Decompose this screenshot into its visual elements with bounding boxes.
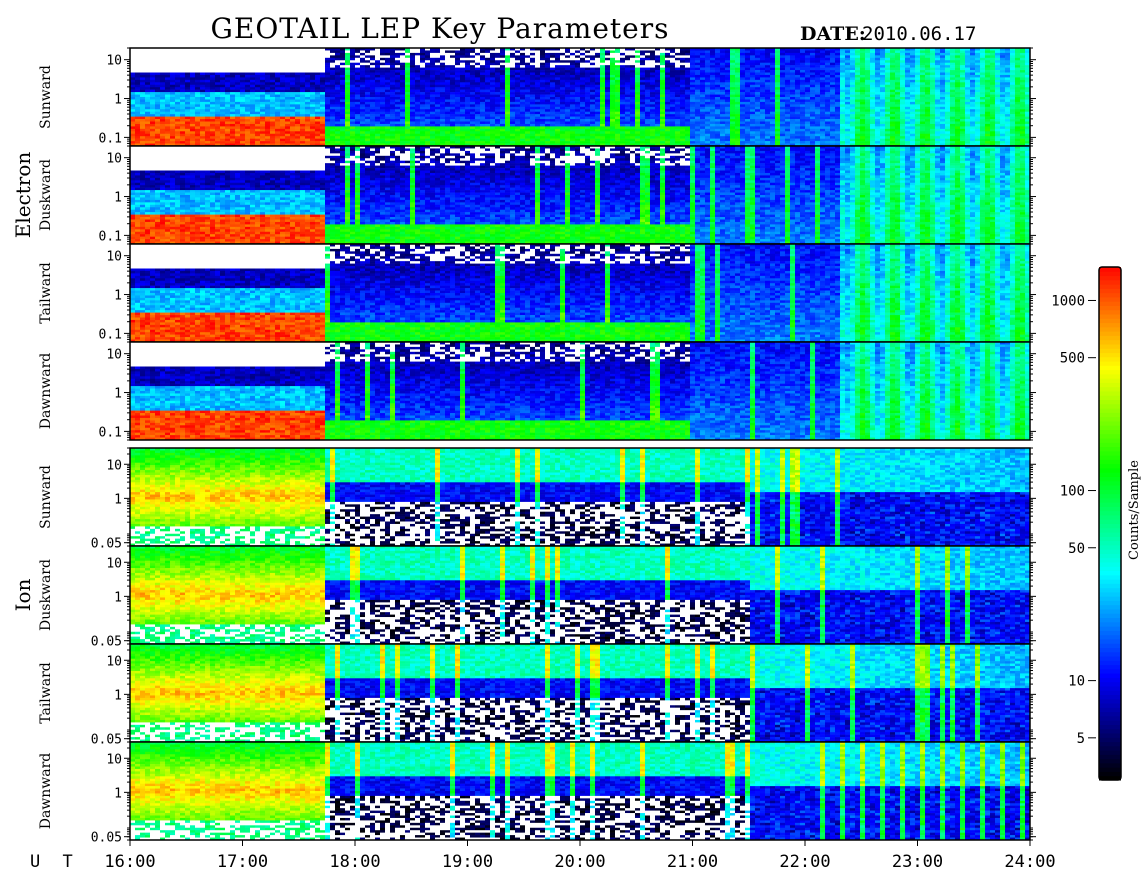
y-tick-label: 1: [114, 289, 122, 304]
y-tick-label: 1: [114, 688, 122, 703]
x-tick-label: 23:00: [892, 852, 943, 872]
x-tick-label: 21:00: [667, 852, 718, 872]
panel-label: Sunward: [38, 465, 54, 529]
y-tick-label: 10: [106, 458, 122, 473]
y-tick-label: 10: [106, 654, 122, 669]
colorbar: 1000 500 100 50 10 5 Counts/Sample: [1051, 267, 1142, 781]
colorbar-tick-label: 50: [1068, 541, 1085, 557]
panel-label: Duskward: [38, 559, 54, 631]
y-tick-label: 10: [106, 54, 122, 69]
electron-sunward-panel: Sunward 10 1 0.1: [38, 48, 1036, 146]
panel-label: Sunward: [38, 65, 54, 129]
x-tick-label: 20:00: [554, 852, 605, 872]
time-axis: U T 16:00 17:00 18:00 19:00 20:00 21:00 22:00 23…: [30, 840, 1056, 872]
y-tick-label: 0.05: [91, 537, 122, 552]
colorbar-tick-label: 100: [1060, 484, 1085, 500]
colorbar-tick-label: 5: [1077, 731, 1085, 747]
y-tick-label: 10: [106, 348, 122, 363]
y-tick-label: 1: [114, 191, 122, 206]
ion-group-label: Ion: [11, 578, 35, 611]
colorbar-label: Counts/Sample: [1127, 460, 1142, 560]
figure-title: GEOTAIL LEP Key Parameters: [211, 12, 670, 45]
x-tick-label: 22:00: [779, 852, 830, 872]
ion-dawnward-panel: Dawnward 10 1 0.05: [38, 742, 1036, 846]
panel-label: Dawnward: [38, 353, 54, 430]
ion-sunward-panel: Sunward 10 1 0.05: [38, 448, 1036, 552]
panel-label: Tailward: [38, 262, 54, 324]
x-tick-label: 16:00: [104, 852, 155, 872]
colorbar-tick-label: 10: [1068, 674, 1085, 690]
y-tick-label: 10: [106, 152, 122, 167]
colorbar-tick-label: 500: [1060, 351, 1085, 367]
y-tick-label: 0.05: [91, 635, 122, 650]
date-value: 2010.06.17: [862, 23, 976, 45]
colorbar-tick-label: 1000: [1051, 293, 1085, 309]
y-tick-label: 10: [106, 752, 122, 767]
x-tick-label: 17:00: [217, 852, 268, 872]
y-tick-label: 10: [106, 250, 122, 265]
x-axis-label: U T: [30, 852, 79, 872]
y-tick-label: 1: [114, 492, 122, 507]
y-tick-label: 10: [106, 556, 122, 571]
panel-label: Dawnward: [38, 753, 54, 830]
y-tick-label: 1: [114, 387, 122, 402]
y-tick-label: 0.05: [91, 733, 122, 748]
x-tick-label: 19:00: [442, 852, 493, 872]
y-tick-label: 0.1: [99, 131, 122, 146]
y-tick-label: 1: [114, 93, 122, 108]
y-tick-label: 0.1: [99, 425, 122, 440]
ion-tailward-panel: Tailward 10 1 0.05: [38, 644, 1036, 748]
x-tick-label: 24:00: [1004, 852, 1055, 872]
ion-duskward-panel: Duskward 10 1 0.05: [38, 546, 1036, 650]
electron-group-label: Electron: [11, 152, 35, 239]
electron-duskward-panel: Duskward 10 1 0.1: [38, 146, 1036, 244]
y-tick-label: 0.1: [99, 327, 122, 342]
y-tick-label: 1: [114, 786, 122, 801]
y-tick-label: 0.1: [99, 229, 122, 244]
electron-tailward-panel: Tailward 10 1 0.1: [38, 244, 1036, 342]
panel-label: Duskward: [38, 159, 54, 231]
y-tick-label: 1: [114, 590, 122, 605]
y-tick-label: 0.05: [91, 831, 122, 846]
panel-label: Tailward: [38, 662, 54, 724]
electron-dawnward-panel: Dawnward 10 1 0.1: [38, 342, 1036, 440]
x-tick-label: 18:00: [329, 852, 380, 872]
date-label: DATE:: [800, 23, 866, 45]
